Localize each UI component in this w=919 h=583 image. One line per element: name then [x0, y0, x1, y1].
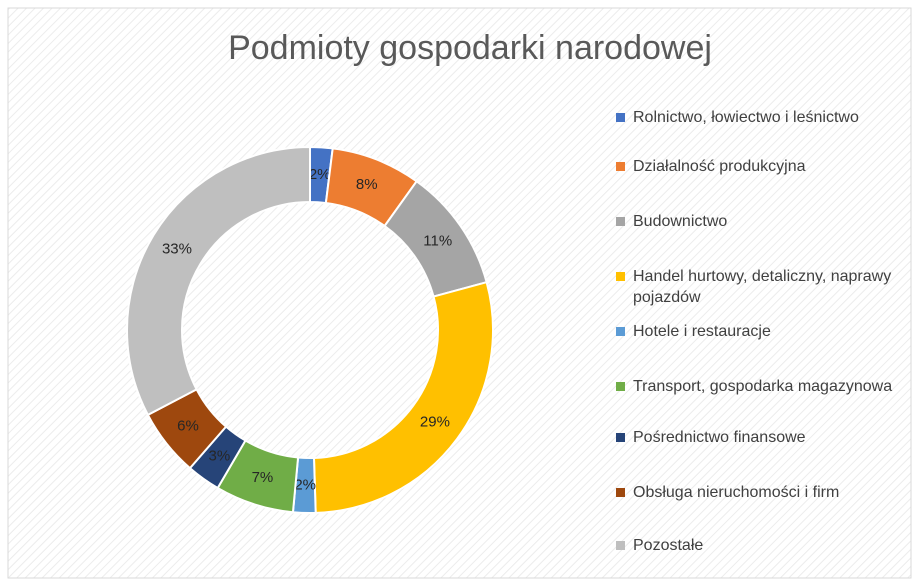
legend-entry: Rolnictwo, łowiectwo i leśnictwo: [616, 107, 901, 128]
legend-entry: Pozostałe: [616, 535, 901, 556]
legend-label: Handel hurtowy, detaliczny, naprawy poja…: [633, 268, 892, 306]
legend-entry: Budownictwo: [616, 211, 901, 232]
data-label: 3%: [209, 447, 231, 464]
legend-entry: Hotele i restauracje: [616, 321, 901, 342]
legend-label: Pośrednictwo finansowe: [633, 429, 806, 446]
legend-swatch: [616, 217, 625, 226]
legend-entry: Działalność produkcyjna: [616, 156, 901, 177]
legend-entry: Handel hurtowy, detaliczny, naprawy poja…: [616, 266, 901, 308]
data-label: 2%: [294, 476, 316, 493]
legend-swatch: [616, 541, 625, 550]
legend-entry: Transport, gospodarka magazynowa: [616, 376, 901, 397]
data-label: 33%: [162, 240, 192, 257]
data-label: 11%: [423, 232, 452, 249]
data-label: 7%: [252, 469, 274, 486]
legend-swatch: [616, 433, 625, 442]
legend-label: Rolnictwo, łowiectwo i leśnictwo: [633, 109, 859, 126]
legend-label: Działalność produkcyjna: [633, 158, 806, 175]
legend-label: Pozostałe: [633, 537, 704, 554]
legend-entry: Pośrednictwo finansowe: [616, 427, 901, 448]
legend-label: Obsługa nieruchomości i firm: [633, 484, 840, 501]
data-label: 8%: [356, 176, 378, 193]
legend-swatch: [616, 327, 625, 336]
legend-label: Budownictwo: [633, 213, 728, 230]
data-label: 29%: [420, 414, 450, 431]
chart-title: Podmioty gospodarki narodowej: [228, 29, 712, 67]
legend-label: Transport, gospodarka magazynowa: [633, 378, 893, 395]
legend-swatch: [616, 272, 625, 281]
legend-swatch: [616, 488, 625, 497]
donut-segment: [126, 145, 311, 417]
legend-swatch: [616, 162, 625, 171]
data-label: 6%: [177, 417, 199, 434]
data-label: 2%: [309, 166, 331, 183]
legend-swatch: [616, 382, 625, 391]
legend-entry: Obsługa nieruchomości i firm: [616, 482, 901, 503]
legend-label: Hotele i restauracje: [633, 323, 771, 340]
legend-swatch: [616, 113, 625, 122]
donut-segment: [312, 280, 494, 514]
